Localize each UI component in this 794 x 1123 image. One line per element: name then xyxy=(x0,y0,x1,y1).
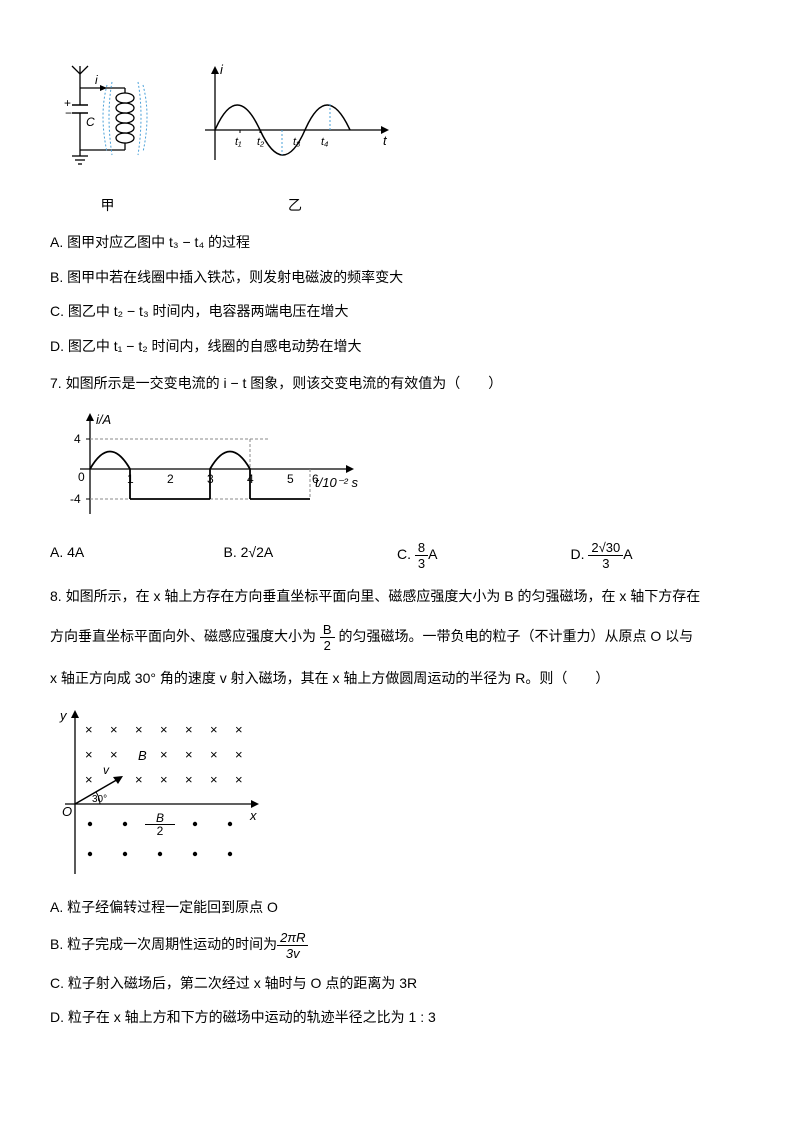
svg-text:v: v xyxy=(103,763,110,777)
svg-text:×: × xyxy=(85,722,93,737)
svg-text:×: × xyxy=(135,722,143,737)
q7-chart: i/A t/10⁻² s 4 0 -4 1 2 3 4 5 6 xyxy=(50,409,744,529)
q8-stem3: x 轴正方向成 30° 角的速度 v 射入磁场，其在 x 轴上方做圆周运动的半径… xyxy=(50,667,744,689)
svg-text:×: × xyxy=(235,747,243,762)
fig-yi: i t t₁ t₂ t₃ t₄ 乙 xyxy=(195,60,395,216)
svg-text:i: i xyxy=(220,62,224,77)
svg-text:t₃: t₃ xyxy=(293,136,301,148)
q6-opt-a: A. 图甲对应乙图中 t₃ − t₄ 的过程 xyxy=(50,231,744,253)
svg-text:t: t xyxy=(383,133,388,148)
svg-text:O: O xyxy=(62,804,72,819)
svg-text:×: × xyxy=(185,747,193,762)
q8-stem2: 方向垂直坐标平面向外、磁感应强度大小为 B2 的匀强磁场。一带负电的粒子（不计重… xyxy=(50,623,744,652)
q8-stem1: 8. 如图所示，在 x 轴上方存在方向垂直坐标平面向里、磁感应强度大小为 B 的… xyxy=(50,585,744,607)
q6-opt-b: B. 图甲中若在线圈中插入铁芯，则发射电磁波的频率变大 xyxy=(50,266,744,288)
svg-text:t/10⁻² s: t/10⁻² s xyxy=(315,475,358,490)
sine-wave-svg: i t t₁ t₂ t₃ t₄ xyxy=(195,60,395,190)
svg-text:y: y xyxy=(59,708,68,723)
q7-opt-b: B. 2√2A xyxy=(224,541,398,570)
svg-text:×: × xyxy=(85,772,93,787)
q8-diagram: y x O ××××××× ×××××× ×××××× B v 30° B 2 xyxy=(50,704,744,884)
q6-opt-d: D. 图乙中 t₁ − t₂ 时间内，线圈的自感电动势在增大 xyxy=(50,335,744,357)
svg-text:i: i xyxy=(95,73,98,87)
svg-text:×: × xyxy=(210,747,218,762)
svg-text:×: × xyxy=(160,747,168,762)
svg-text:×: × xyxy=(185,722,193,737)
svg-text:×: × xyxy=(110,747,118,762)
svg-text:×: × xyxy=(160,722,168,737)
svg-text:×: × xyxy=(185,772,193,787)
svg-text:×: × xyxy=(210,722,218,737)
q7-options: A. 4A B. 2√2A C. 83A D. 2√303A xyxy=(50,541,744,570)
svg-text:×: × xyxy=(160,772,168,787)
svg-text:2: 2 xyxy=(167,472,174,486)
svg-text:0: 0 xyxy=(78,470,85,484)
svg-text:t₂: t₂ xyxy=(257,136,265,148)
q8-opt-d: D. 粒子在 x 轴上方和下方的磁场中运动的轨迹半径之比为 1 : 3 xyxy=(50,1006,744,1028)
svg-text:x: x xyxy=(249,808,257,823)
svg-text:×: × xyxy=(235,722,243,737)
q7-stem: 7. 如图所示是一交变电流的 i − t 图象，则该交变电流的有效值为（ ） xyxy=(50,372,744,394)
q7-opt-d: D. 2√303A xyxy=(571,541,745,570)
q7-opt-a: A. 4A xyxy=(50,541,224,570)
q7-opt-c: C. 83A xyxy=(397,541,571,570)
fig-jia-caption: 甲 xyxy=(50,194,165,216)
q8-opt-a: A. 粒子经偏转过程一定能回到原点 O xyxy=(50,896,744,918)
svg-text:-4: -4 xyxy=(70,492,81,506)
svg-text:t₄: t₄ xyxy=(321,136,328,148)
svg-text:C: C xyxy=(86,115,95,129)
svg-text:×: × xyxy=(135,772,143,787)
svg-text:B: B xyxy=(138,748,147,763)
circuit-lc-svg: i + − C xyxy=(50,60,165,190)
svg-text:i/A: i/A xyxy=(96,412,111,427)
q6-opt-c: C. 图乙中 t₂ − t₃ 时间内，电容器两端电压在增大 xyxy=(50,300,744,322)
q8-opt-b: B. 粒子完成一次周期性运动的时间为2πR3v xyxy=(50,931,744,960)
fig-yi-caption: 乙 xyxy=(195,194,395,216)
fig-jia: i + − C xyxy=(50,60,165,216)
svg-text:×: × xyxy=(210,772,218,787)
q6-figure-row: i + − C xyxy=(50,60,744,216)
svg-text:×: × xyxy=(85,747,93,762)
svg-text:4: 4 xyxy=(74,432,81,446)
svg-text:−: − xyxy=(65,106,72,120)
svg-text:6: 6 xyxy=(312,472,319,486)
q8-opt-c: C. 粒子射入磁场后，第二次经过 x 轴时与 O 点的距离为 3R xyxy=(50,972,744,994)
svg-text:×: × xyxy=(110,722,118,737)
svg-text:t₁: t₁ xyxy=(235,136,242,148)
svg-text:5: 5 xyxy=(287,472,294,486)
svg-text:30°: 30° xyxy=(92,794,107,805)
svg-text:×: × xyxy=(235,772,243,787)
